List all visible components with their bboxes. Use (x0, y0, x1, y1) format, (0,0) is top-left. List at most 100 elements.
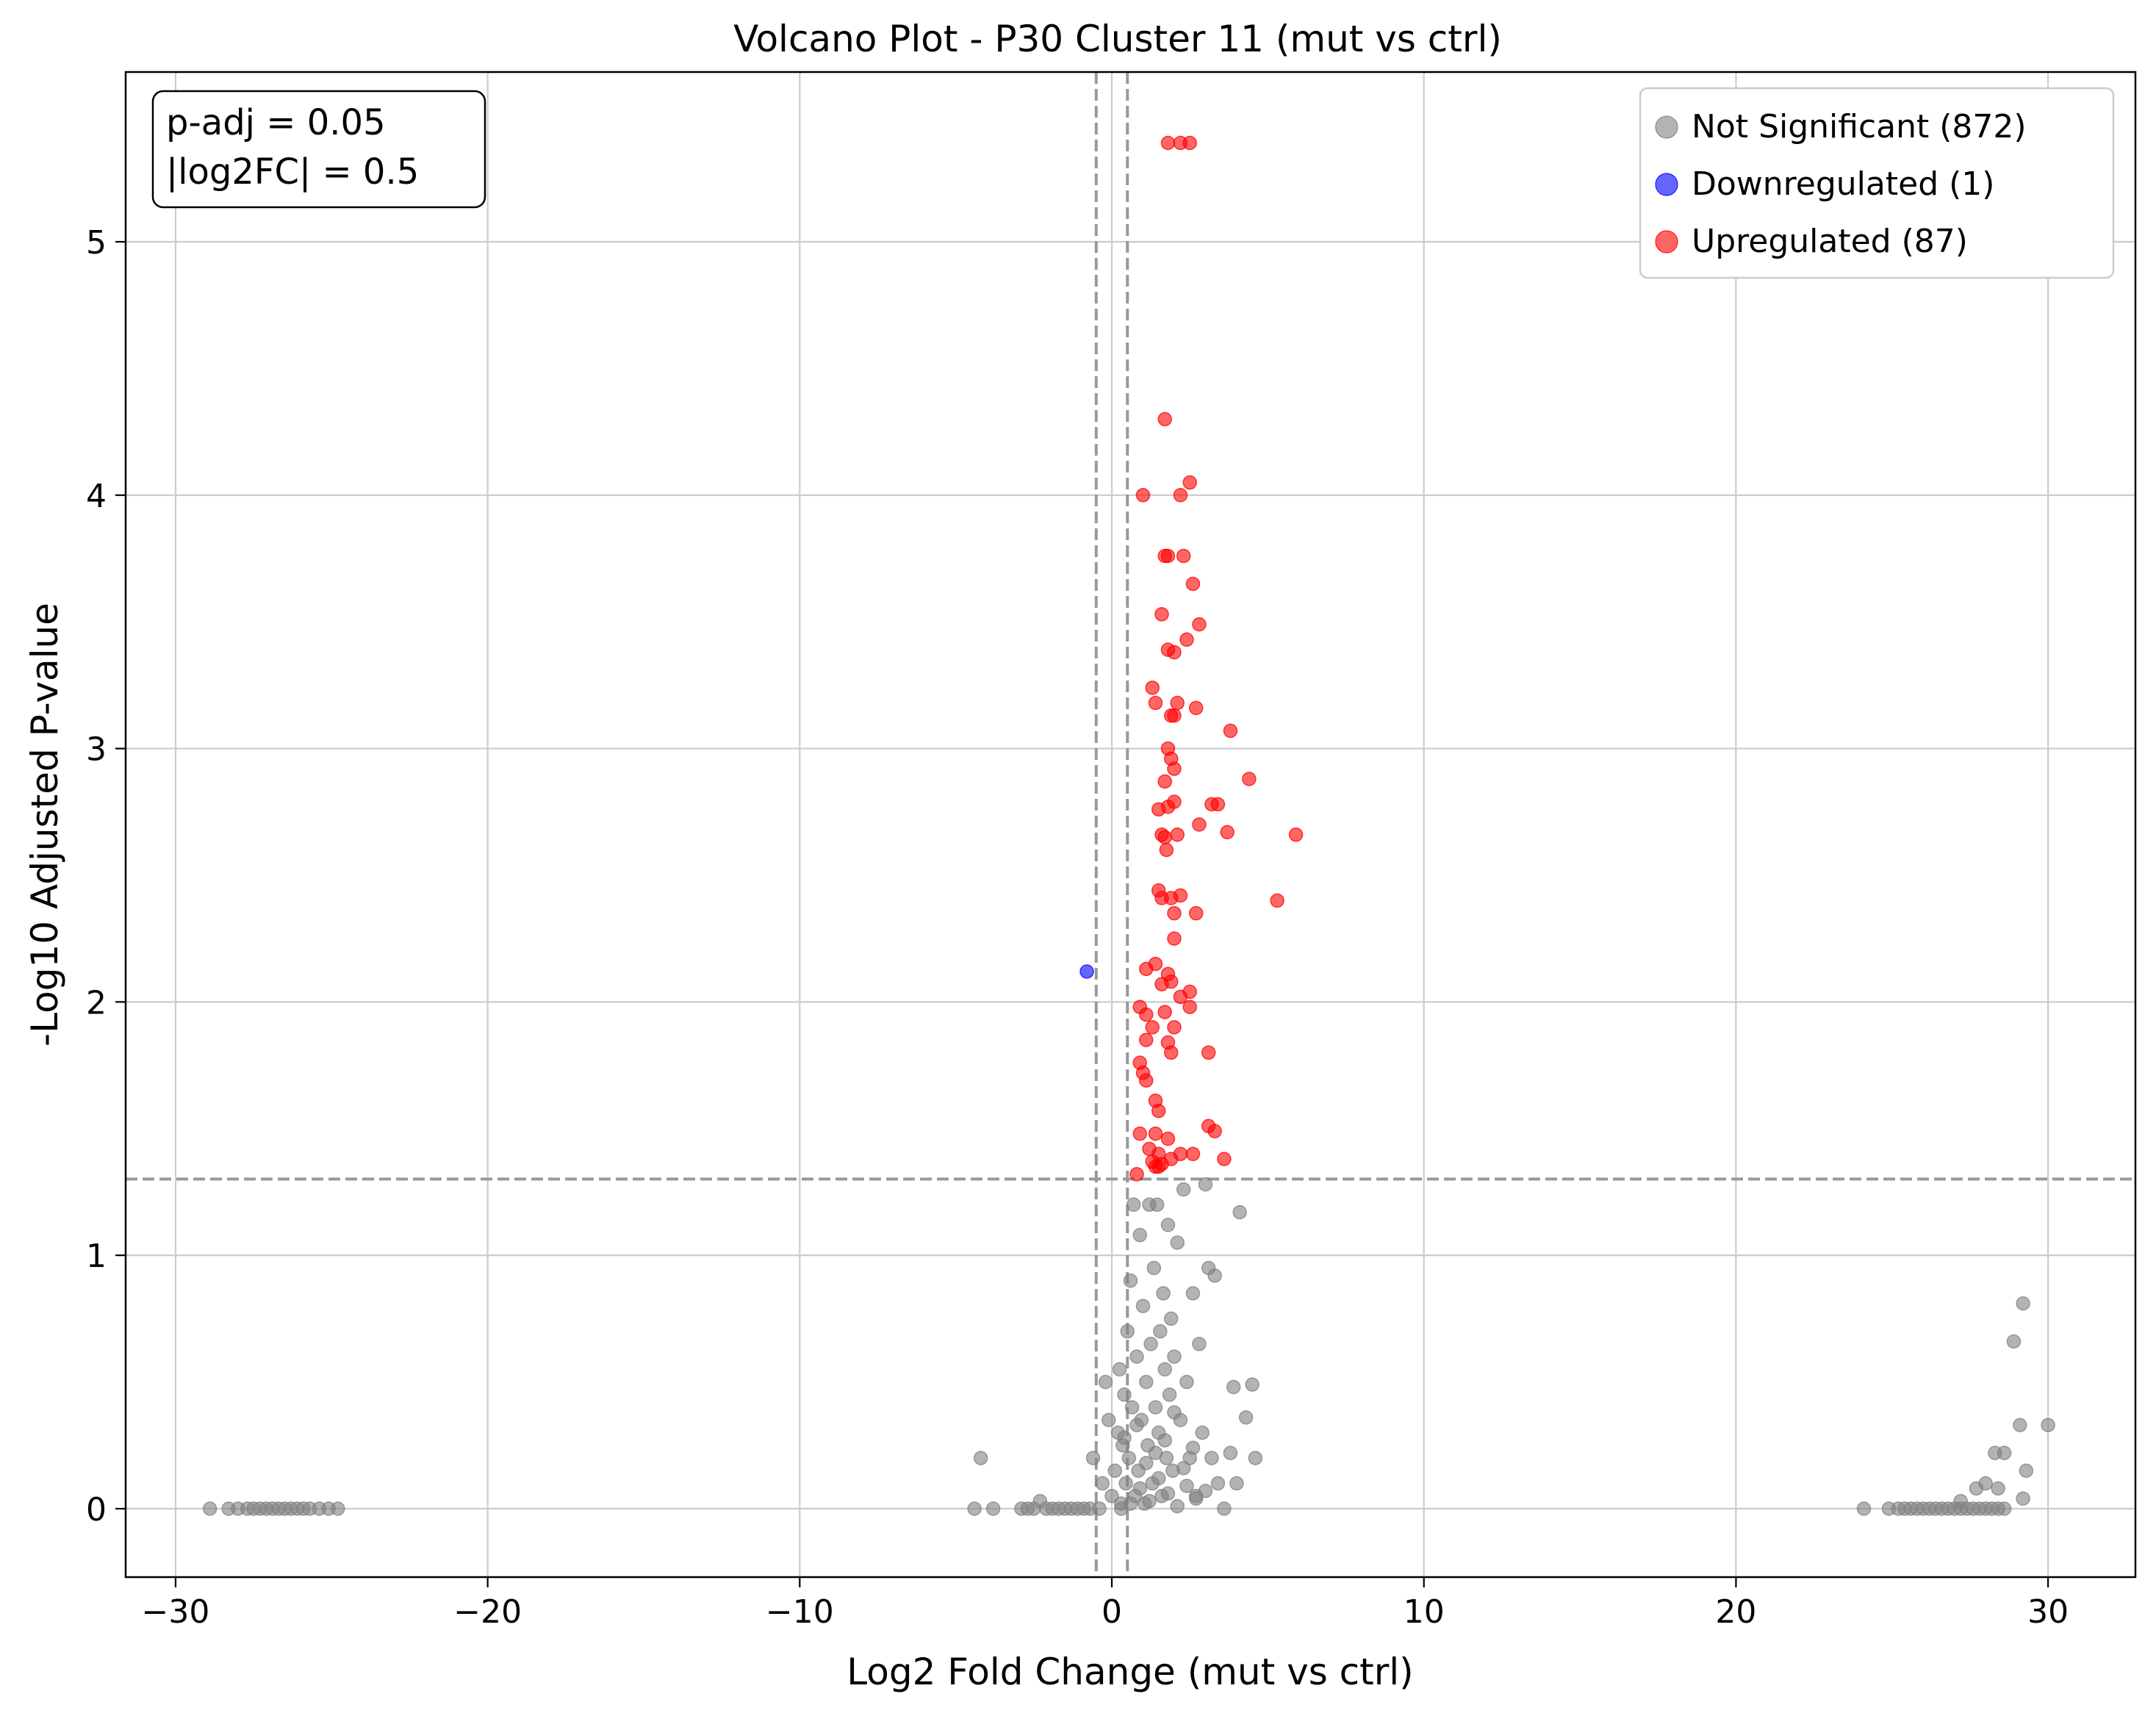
point-upregulated (1138, 1073, 1154, 1088)
point-upregulated (1154, 607, 1169, 622)
point-upregulated (1242, 772, 1257, 786)
point-not-significant (2016, 1491, 2030, 1506)
point-not-significant (2006, 1334, 2022, 1349)
legend-marker-not-significant (1655, 115, 1678, 139)
legend-label-not-significant: Not Significant (872) (1692, 108, 2027, 146)
point-not-significant (1098, 1374, 1113, 1390)
point-not-significant (1118, 1476, 1133, 1491)
point-not-significant (1217, 1501, 1232, 1516)
point-upregulated (1167, 931, 1182, 946)
point-not-significant (1229, 1476, 1244, 1491)
point-not-significant (2041, 1418, 2055, 1432)
point-not-significant (1170, 1498, 1185, 1514)
legend-label-downregulated: Downregulated (1) (1692, 165, 1994, 203)
point-upregulated (1159, 842, 1174, 858)
point-upregulated (1163, 974, 1179, 989)
point-upregulated (1145, 681, 1160, 695)
point-not-significant (1151, 1471, 1166, 1486)
point-upregulated (1157, 830, 1172, 844)
point-not-significant (202, 1501, 218, 1516)
y-tick-label: 3 (86, 731, 107, 769)
point-not-significant (1124, 1400, 1140, 1415)
point-not-significant (1167, 1405, 1182, 1420)
y-tick-label: 5 (86, 224, 107, 262)
point-upregulated (1207, 1124, 1222, 1138)
point-not-significant (1117, 1430, 1132, 1446)
point-not-significant (1167, 1349, 1182, 1364)
point-not-significant (1207, 1268, 1222, 1283)
point-upregulated (1157, 1005, 1172, 1019)
point-not-significant (1997, 1446, 2012, 1460)
point-upregulated (1288, 828, 1304, 842)
point-not-significant (1142, 1493, 1157, 1509)
axis-ticks: −30 −20 −10 0 10 20 30 0 1 2 3 4 5 (86, 224, 2069, 1631)
x-tick-label: 10 (1404, 1593, 1445, 1631)
point-upregulated (1160, 135, 1176, 151)
point-upregulated (1167, 1020, 1182, 1035)
x-tick-label: −20 (453, 1593, 522, 1631)
y-axis-label: -Log10 Adjusted P-value (24, 603, 66, 1047)
point-not-significant (1153, 1324, 1168, 1339)
point-not-significant (1953, 1493, 1968, 1509)
point-not-significant (1163, 1311, 1179, 1327)
point-not-significant (1198, 1484, 1213, 1498)
point-not-significant (1107, 1463, 1123, 1478)
point-not-significant (1132, 1481, 1147, 1496)
point-not-significant (1146, 1260, 1162, 1276)
legend-box (1639, 87, 2115, 279)
point-upregulated (1182, 984, 1197, 999)
point-upregulated (1148, 1126, 1163, 1141)
point-not-significant (2016, 1296, 2030, 1311)
y-tick-label: 4 (86, 478, 107, 515)
point-upregulated (1192, 617, 1207, 632)
legend: Not Significant (872) Downregulated (1) … (1639, 87, 2115, 279)
point-upregulated (1138, 1007, 1154, 1022)
point-upregulated (1220, 825, 1235, 840)
point-upregulated (1167, 645, 1182, 660)
y-tick-label: 2 (86, 984, 107, 1022)
point-upregulated (1170, 828, 1185, 842)
point-not-significant (1126, 1197, 1141, 1212)
point-not-significant (1092, 1501, 1107, 1516)
point-upregulated (1201, 1045, 1216, 1060)
point-not-significant (2019, 1463, 2034, 1478)
point-not-significant (1123, 1496, 1138, 1511)
point-upregulated (1188, 700, 1204, 716)
point-not-significant (1138, 1456, 1154, 1471)
point-downregulated (1079, 964, 1094, 979)
x-axis-label: Log2 Fold Change (mut vs ctrl) (847, 1651, 1413, 1693)
point-not-significant (1238, 1410, 1254, 1425)
point-upregulated (1157, 774, 1172, 789)
point-not-significant (985, 1501, 1001, 1516)
point-upregulated (1170, 695, 1185, 711)
point-upregulated (1163, 1152, 1179, 1166)
point-upregulated (1167, 905, 1182, 921)
point-not-significant (1095, 1476, 1110, 1491)
point-not-significant (1135, 1299, 1151, 1313)
point-upregulated (1173, 888, 1188, 903)
point-upregulated (1135, 488, 1151, 503)
point-not-significant (2013, 1418, 2027, 1432)
point-upregulated (1188, 905, 1204, 921)
point-upregulated (1138, 961, 1154, 977)
point-not-significant (1160, 1486, 1176, 1501)
point-upregulated (1160, 1131, 1176, 1146)
point-not-significant (1121, 1451, 1137, 1465)
point-not-significant (1997, 1501, 2012, 1516)
point-not-significant (1102, 1412, 1116, 1427)
point-upregulated (1217, 1152, 1232, 1166)
point-upregulated (1167, 761, 1182, 776)
point-upregulated (1160, 800, 1176, 814)
point-upregulated (1138, 1033, 1154, 1047)
point-not-significant (967, 1501, 982, 1516)
point-upregulated (1192, 817, 1207, 832)
point-upregulated (1185, 576, 1201, 592)
point-upregulated (1129, 1167, 1144, 1182)
point-upregulated (1182, 475, 1197, 490)
point-not-significant (1978, 1476, 1993, 1491)
point-upregulated (1176, 548, 1191, 564)
point-upregulated (1173, 488, 1188, 503)
data-points (202, 135, 2055, 1516)
point-not-significant (1248, 1451, 1263, 1465)
point-not-significant (1157, 1362, 1172, 1377)
